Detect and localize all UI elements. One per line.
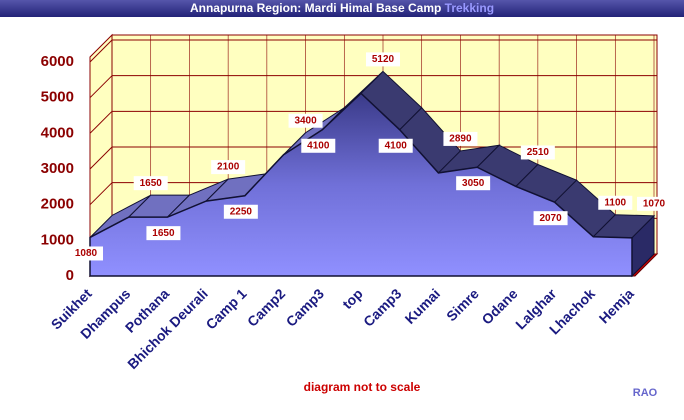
y-tick-label: 1000	[41, 231, 74, 248]
value-label-box	[533, 211, 568, 226]
y-tick-label: 3000	[41, 160, 74, 177]
value-label: 3050	[462, 178, 485, 189]
grid-line	[89, 75, 113, 99]
y-tick-label: 2000	[41, 196, 74, 213]
grid-line	[89, 110, 113, 134]
x-tick-label: Camp2	[244, 285, 288, 329]
grid-line	[89, 39, 113, 63]
value-label: 2100	[217, 162, 240, 173]
title-main: Annapurna Region: Mardi Himal Base Camp	[190, 1, 441, 15]
value-label: 1080	[75, 248, 98, 259]
value-label-box	[301, 138, 336, 153]
title-bar	[0, 0, 684, 17]
value-label: 2070	[539, 213, 562, 224]
x-tick-label: Camp 1	[203, 285, 250, 332]
value-label: 3400	[294, 115, 317, 126]
x-tick-label: Kumai	[402, 285, 444, 327]
value-label: 1070	[643, 198, 666, 209]
value-label-box	[69, 246, 103, 261]
value-label: 4100	[307, 140, 330, 151]
value-label-box	[456, 176, 491, 191]
value-label-box	[146, 226, 181, 241]
value-label: 1100	[604, 197, 626, 208]
value-label-box	[133, 176, 168, 191]
plot: 1080 1650 1650 2100 2250 3400 4100 5120 4100 2890…	[69, 52, 671, 278]
note: diagram not to scale	[304, 380, 421, 394]
value-label-box	[598, 195, 633, 210]
value-label: 5120	[372, 54, 395, 65]
y-tick-label: 0	[66, 267, 74, 284]
value-label: 1650	[152, 228, 175, 239]
value-label-box	[378, 138, 413, 153]
x-tick-label: top	[339, 285, 366, 312]
y-tick-label: 6000	[41, 53, 74, 70]
value-label-box	[366, 52, 400, 67]
x-tick-label: Camp3	[360, 285, 404, 329]
value-label-box	[637, 196, 671, 211]
y-tick-label: 4000	[41, 124, 74, 141]
y-tick-label: 5000	[41, 89, 74, 106]
credit: RAO	[633, 387, 658, 399]
x-tick-label: Simre	[443, 285, 482, 324]
value-label: 2250	[230, 206, 253, 217]
value-label-box	[288, 113, 323, 128]
grid-line	[89, 182, 113, 206]
area	[89, 92, 633, 277]
x-tick-label: Camp3	[283, 285, 327, 329]
chart-title: Annapurna Region: Mardi Himal Base Camp …	[190, 1, 494, 15]
value-label: 2890	[449, 134, 472, 145]
value-label-box	[443, 131, 478, 146]
grid-line	[89, 146, 113, 170]
title-accent: Trekking	[445, 1, 494, 15]
value-label-box	[211, 160, 246, 175]
value-label: 1650	[140, 178, 163, 189]
x-tick-label: Hemja	[596, 285, 637, 326]
value-label-box	[520, 145, 555, 160]
value-label: 4100	[385, 140, 408, 151]
value-label-box	[223, 204, 258, 219]
value-label: 2510	[527, 147, 550, 158]
